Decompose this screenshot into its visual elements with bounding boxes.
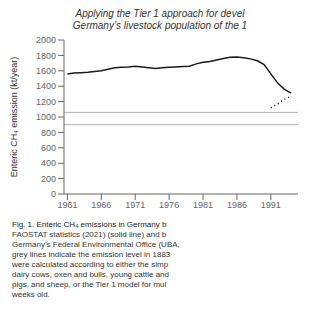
html-text:dairy cows, oxen and bulls, yo: dairy cows, oxen and bulls, young cattle… xyxy=(12,270,169,279)
html-text:Germany’s Federal Environmenta: Germany’s Federal Environmental Office (… xyxy=(12,240,180,249)
html-text:FAOSTAT statistics (2021) (sol: FAOSTAT statistics (2021) (solid line) a… xyxy=(12,230,167,239)
svg-text:1400: 1400 xyxy=(36,81,56,91)
svg-text:1600: 1600 xyxy=(36,66,56,76)
html-text:pigs, and sheep, or the Tier 1: pigs, and sheep, or the Tier 1 model for… xyxy=(12,280,167,289)
svg-text:1000: 1000 xyxy=(36,112,56,122)
svg-text:1981: 1981 xyxy=(193,200,213,210)
svg-text:1976: 1976 xyxy=(159,200,179,210)
svg-text:1971: 1971 xyxy=(125,200,145,210)
svg-text:1961: 1961 xyxy=(57,200,77,210)
html-text:were calculated according to e: were calculated according to either the … xyxy=(12,260,169,269)
svg-text:1986: 1986 xyxy=(227,200,247,210)
svg-text:800: 800 xyxy=(41,128,56,138)
svg-text:Enteric CH₄ emission (kt/year): Enteric CH₄ emission (kt/year) xyxy=(9,57,19,178)
svg-text:400: 400 xyxy=(41,158,56,168)
svg-text:1991: 1991 xyxy=(261,200,281,210)
svg-text:1200: 1200 xyxy=(36,97,56,107)
html-text:Fig. 1. Enteric CH₄ emissions: Fig. 1. Enteric CH₄ emissions in Germany… xyxy=(12,220,167,229)
svg-text:0: 0 xyxy=(51,189,56,199)
svg-text:600: 600 xyxy=(41,143,56,153)
html-text:weeks old.: weeks old. xyxy=(12,290,50,299)
svg-text:1966: 1966 xyxy=(91,200,111,210)
html-text:grey lines indicate the emissi: grey lines indicate the emission level i… xyxy=(12,250,171,259)
svg-text:200: 200 xyxy=(41,174,56,184)
html-text:Applying the Tier 1 approach f: Applying the Tier 1 approach for devel xyxy=(75,8,245,19)
svg-text:1800: 1800 xyxy=(36,51,56,61)
svg-text:2000: 2000 xyxy=(36,35,56,45)
html-text:Germany’s livestock population: Germany’s livestock population of the 1 xyxy=(72,20,248,31)
